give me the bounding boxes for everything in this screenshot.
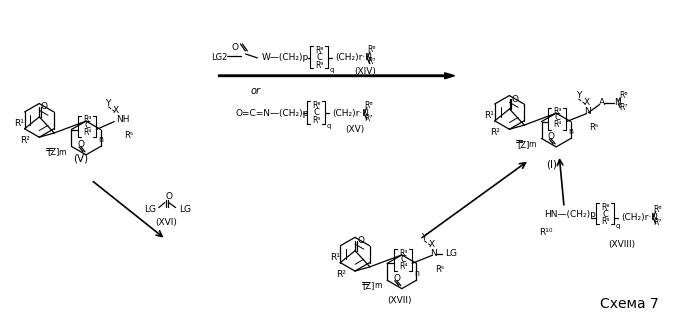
Text: R⁵: R⁵ bbox=[589, 123, 598, 132]
Text: R²: R² bbox=[336, 269, 346, 278]
Text: X: X bbox=[429, 240, 435, 249]
Text: O: O bbox=[548, 132, 555, 141]
Text: R¹⁰: R¹⁰ bbox=[540, 228, 553, 237]
Text: (XVI): (XVI) bbox=[154, 218, 177, 227]
Text: (XIV): (XIV) bbox=[354, 67, 376, 76]
Text: or: or bbox=[250, 86, 260, 96]
Text: n: n bbox=[99, 135, 103, 144]
Text: (CH₂)r·N: (CH₂)r·N bbox=[621, 213, 658, 222]
Text: R¹: R¹ bbox=[330, 253, 340, 262]
Text: R⁷: R⁷ bbox=[654, 218, 662, 227]
Text: (CH₂)r·N: (CH₂)r·N bbox=[332, 109, 369, 118]
Text: A: A bbox=[599, 98, 605, 107]
Text: C: C bbox=[602, 210, 608, 219]
Text: (XV): (XV) bbox=[345, 125, 365, 134]
Text: R³: R³ bbox=[553, 107, 562, 116]
Text: q: q bbox=[616, 224, 620, 229]
Text: R⁹: R⁹ bbox=[315, 61, 324, 70]
Text: C: C bbox=[316, 53, 322, 62]
Text: R⁸: R⁸ bbox=[601, 203, 609, 212]
Text: NH: NH bbox=[116, 115, 130, 124]
Text: Схема 7: Схема 7 bbox=[600, 297, 658, 311]
Text: n: n bbox=[414, 269, 419, 278]
Text: m: m bbox=[374, 281, 382, 290]
Text: Y: Y bbox=[576, 91, 581, 100]
Text: R⁵: R⁵ bbox=[124, 131, 134, 140]
Text: (XVII): (XVII) bbox=[387, 296, 412, 305]
Text: O: O bbox=[232, 44, 239, 52]
Text: m: m bbox=[59, 148, 66, 157]
Text: R⁴: R⁴ bbox=[83, 128, 92, 137]
Text: R⁶: R⁶ bbox=[654, 205, 662, 214]
Text: O: O bbox=[78, 141, 85, 150]
Text: HN—(CH₂)p: HN—(CH₂)p bbox=[545, 210, 596, 219]
Text: X: X bbox=[113, 106, 120, 115]
Text: R⁹: R⁹ bbox=[601, 217, 609, 226]
Text: n: n bbox=[568, 127, 573, 136]
Text: W—(CH₂)p: W—(CH₂)p bbox=[261, 53, 308, 62]
Text: LG: LG bbox=[445, 249, 457, 258]
Text: R⁵: R⁵ bbox=[435, 265, 444, 274]
Text: X: X bbox=[583, 98, 589, 107]
Text: R⁶: R⁶ bbox=[368, 46, 376, 55]
Text: R⁸: R⁸ bbox=[312, 101, 320, 110]
Text: R⁶: R⁶ bbox=[365, 101, 373, 110]
Text: C: C bbox=[554, 113, 561, 122]
Text: Y: Y bbox=[421, 233, 426, 242]
Text: R⁶: R⁶ bbox=[619, 91, 628, 100]
Text: O: O bbox=[394, 274, 401, 283]
Text: (V): (V) bbox=[73, 153, 89, 163]
Text: q: q bbox=[327, 123, 331, 129]
Text: R³: R³ bbox=[399, 249, 408, 258]
Text: [Z]: [Z] bbox=[47, 148, 59, 157]
Text: (XVIII): (XVIII) bbox=[608, 240, 635, 249]
Text: R¹: R¹ bbox=[484, 111, 494, 120]
Text: R⁴: R⁴ bbox=[399, 262, 408, 271]
Text: N: N bbox=[430, 249, 437, 258]
Text: R¹: R¹ bbox=[15, 119, 24, 128]
Text: R³: R³ bbox=[83, 115, 92, 124]
Text: R⁷: R⁷ bbox=[365, 114, 373, 123]
Text: R²: R² bbox=[20, 136, 30, 145]
Text: LG2: LG2 bbox=[211, 53, 227, 62]
Text: R⁴: R⁴ bbox=[554, 120, 561, 129]
Text: C: C bbox=[400, 255, 406, 264]
Text: C: C bbox=[313, 108, 319, 117]
Text: [Z]: [Z] bbox=[363, 281, 375, 290]
Text: O: O bbox=[358, 236, 365, 245]
Text: m: m bbox=[528, 140, 536, 149]
Text: LG: LG bbox=[179, 205, 191, 214]
Text: Y: Y bbox=[106, 99, 111, 108]
FancyArrow shape bbox=[219, 73, 454, 79]
Text: R⁸: R⁸ bbox=[315, 47, 324, 56]
Text: N: N bbox=[584, 107, 591, 116]
Text: (CH₂)r·N: (CH₂)r·N bbox=[335, 53, 372, 62]
Text: q: q bbox=[330, 67, 334, 73]
Text: R⁷: R⁷ bbox=[368, 57, 376, 66]
Text: N: N bbox=[614, 98, 621, 107]
Text: O: O bbox=[165, 192, 172, 201]
Text: [Z]: [Z] bbox=[517, 140, 530, 149]
Text: R⁷: R⁷ bbox=[619, 103, 628, 112]
Text: (I): (I) bbox=[546, 160, 556, 170]
Text: C: C bbox=[85, 121, 90, 130]
Text: R²: R² bbox=[491, 128, 500, 137]
Text: O: O bbox=[512, 95, 519, 104]
Text: R⁹: R⁹ bbox=[312, 116, 320, 125]
Text: LG: LG bbox=[144, 205, 156, 214]
Text: O=C=N—(CH₂)p: O=C=N—(CH₂)p bbox=[236, 109, 309, 118]
Text: O: O bbox=[41, 102, 48, 111]
